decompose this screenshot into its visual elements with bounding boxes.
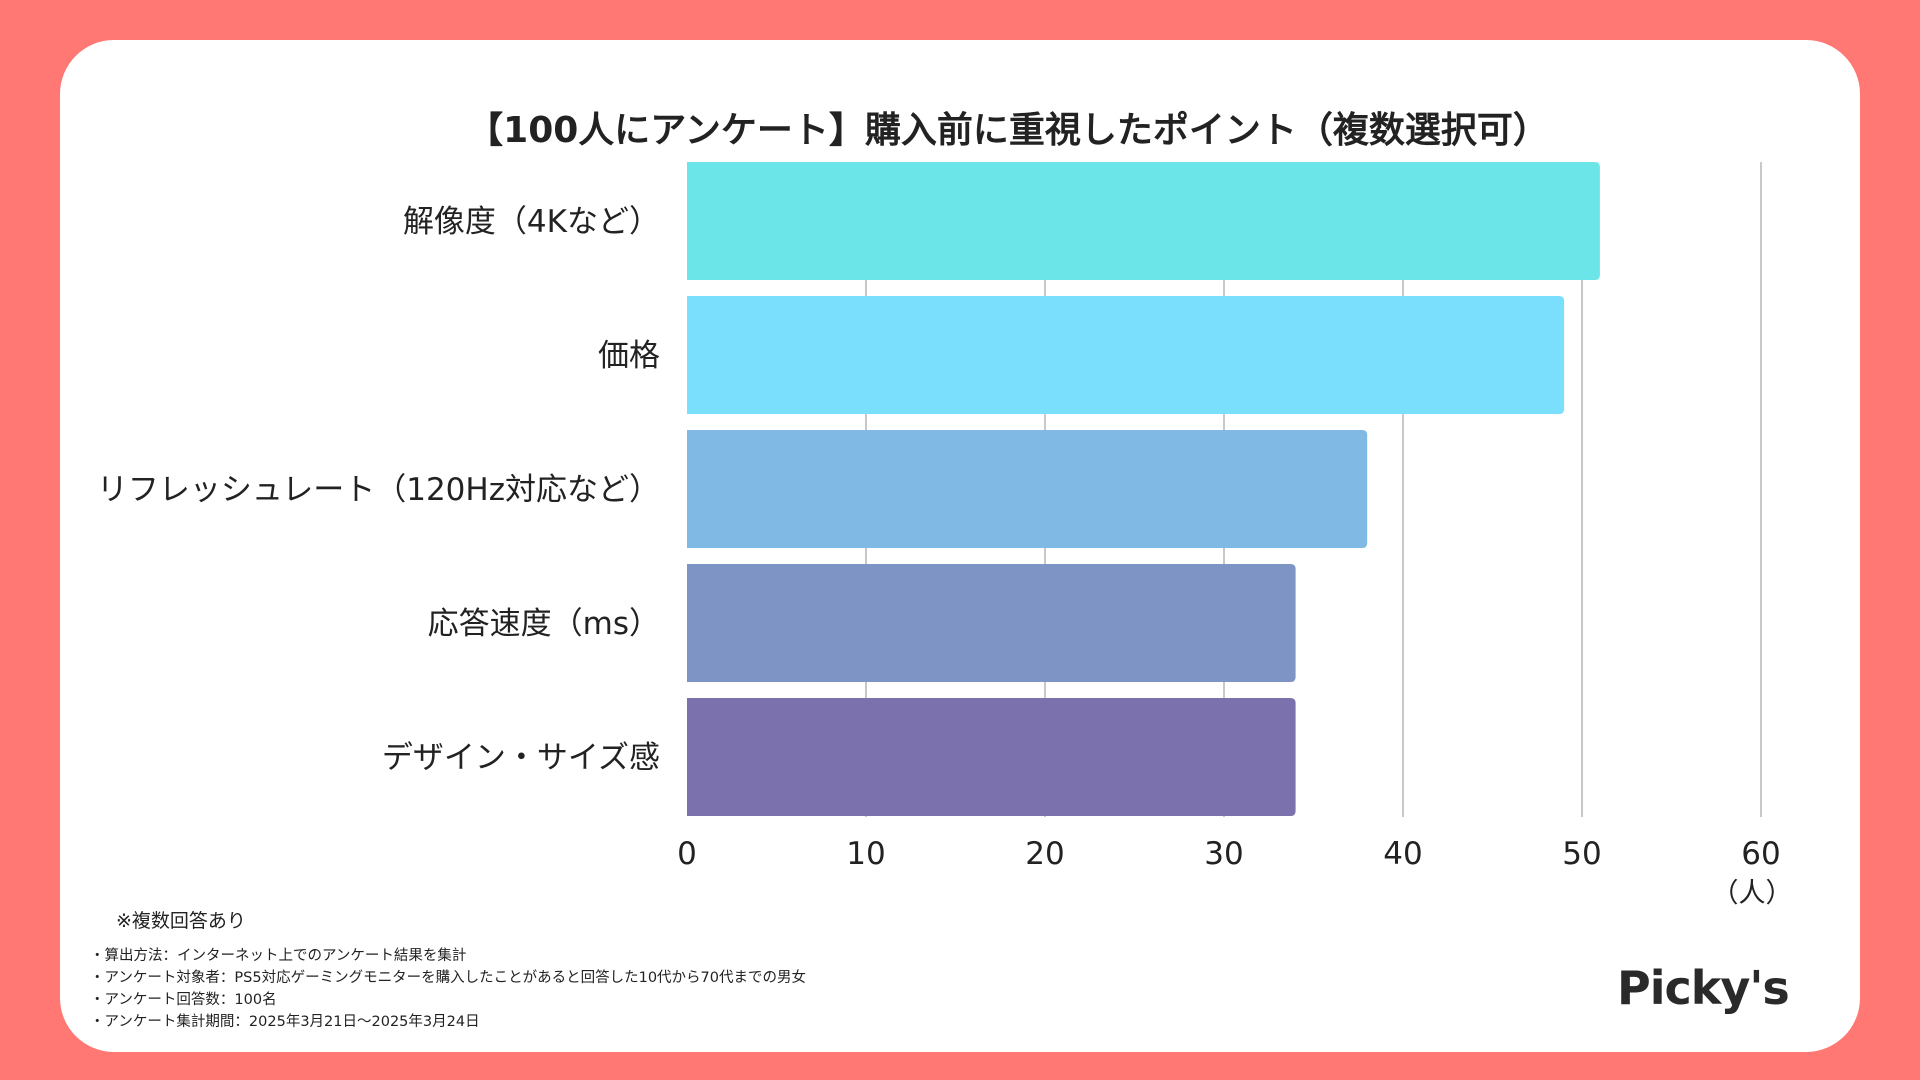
bar-3 [687,430,1368,548]
category-label-1: 解像度（4Kなど） [403,204,660,240]
category-label-5: デザイン・サイズ感 [382,740,660,776]
bar-2 [687,296,1565,414]
bar-5 [687,698,1296,816]
x-tick-0: 0 [677,836,697,872]
x-tick-20: 20 [1025,836,1064,872]
x-tick-30: 30 [1204,836,1243,872]
bar-1 [687,162,1600,280]
category-label-4: 応答速度（ms） [428,606,660,642]
method-line: ・アンケート集計期間：2025年3月21日〜2025年3月24日 [90,1014,480,1030]
method-line: ・アンケート対象者：PS5対応ゲーミングモニターを購入したことがあると回答した1… [90,970,806,986]
x-tick-labels: 0 10 20 30 40 50 60 [677,836,1781,872]
category-label-3: リフレッシュレート（120Hz対応など） [97,472,660,508]
x-tick-60: 60 [1741,836,1780,872]
method-line: ・アンケート回答数：100名 [90,992,277,1008]
brand-logo: Picky's [1617,961,1790,1015]
method-line: ・算出方法：インターネット上でのアンケート結果を集計 [90,948,467,964]
chart-title: 【100人にアンケート】購入前に重視したポイント（複数選択可） [467,109,1549,151]
x-unit-label: （人） [1712,878,1793,909]
x-tick-10: 10 [846,836,885,872]
bar-4 [687,564,1296,682]
x-tick-40: 40 [1383,836,1422,872]
category-label-2: 価格 [598,338,660,374]
survey-methods: ・算出方法：インターネット上でのアンケート結果を集計 ・アンケート対象者：PS5… [90,945,806,1033]
bars [687,162,1600,816]
x-tick-50: 50 [1562,836,1601,872]
multiple-answers-note: ※複数回答あり [116,910,246,932]
